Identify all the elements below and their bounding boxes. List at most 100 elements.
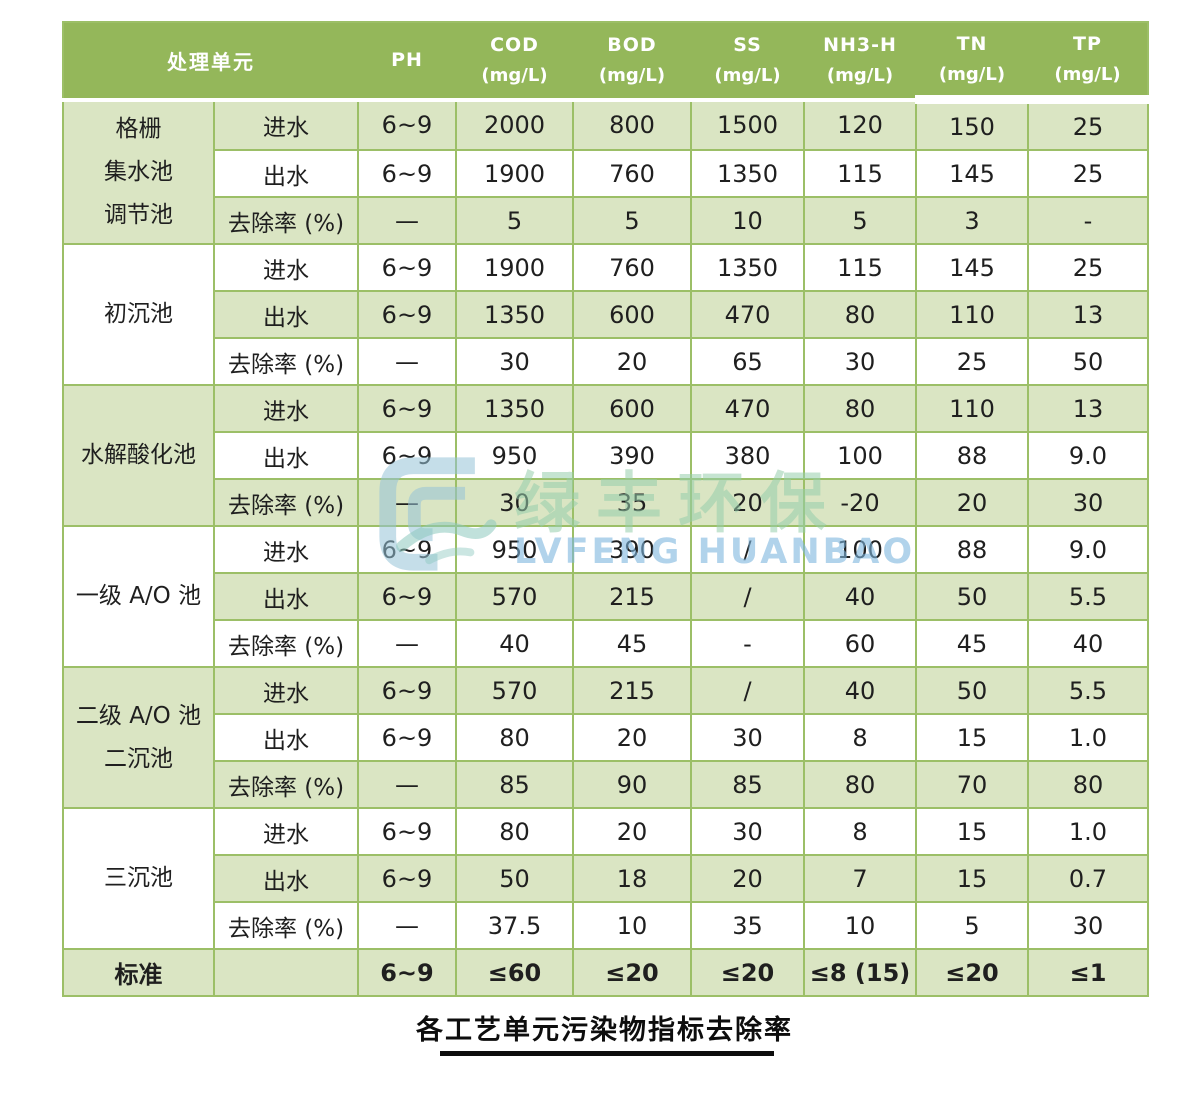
value-cell: 20 [572, 713, 692, 762]
group-label-cell: 格栅 集水池 调节池 [62, 98, 215, 245]
value-cell: 390 [572, 431, 692, 480]
value-cell: 6~9 [357, 807, 457, 856]
value-cell: 600 [572, 384, 692, 433]
value-cell: 25 [1027, 243, 1149, 292]
table-row: 出水 6~9 1900 760 1350 115 145 25 [63, 149, 1149, 198]
value-cell: 80 [455, 713, 574, 762]
value-cell: 30 [690, 713, 805, 762]
value-cell: 9.0 [1027, 525, 1149, 574]
column-name: BOD [607, 34, 657, 57]
value-cell: 6~9 [357, 572, 457, 621]
value-cell: 85 [455, 760, 574, 809]
column-name: SS [733, 34, 762, 57]
row-type-cell: 出水 [213, 713, 359, 762]
value-cell: / [690, 572, 805, 621]
value-cell: 20 [690, 478, 805, 527]
table-row: 去除率 (%) —85 90 85 80 70 80 [63, 760, 1149, 809]
value-cell: 6~9 [357, 431, 457, 480]
value-cell: 1900 [455, 149, 574, 198]
value-cell: 6~9 [357, 149, 457, 198]
row-type-cell: 进水 [213, 384, 359, 433]
value-cell: — [357, 619, 457, 668]
column-header-wrap: COD (mg/L) [456, 23, 573, 98]
group-label-cell: 三沉池 [62, 807, 215, 950]
value-cell: 6~9 [357, 384, 457, 433]
value-cell: 120 [803, 98, 917, 151]
value-cell: — [357, 196, 457, 245]
value-cell: 25 [915, 337, 1029, 386]
treatment-table-wrap: 处理单元 PH COD (mg/L) BOD (mg/L) SS (mg/L) NH3-H (mg… [62, 21, 1149, 997]
row-type-cell: 出水 [213, 572, 359, 621]
column-header-cod: COD (mg/L) [456, 22, 573, 102]
value-cell: 15 [915, 713, 1029, 762]
table-row: 去除率 (%) —30 35 20 -20 20 30 [63, 478, 1149, 527]
row-type-cell: 出水 [213, 149, 359, 198]
value-cell: 150 [915, 98, 1029, 151]
value-cell: / [690, 525, 805, 574]
value-cell: 5 [572, 196, 692, 245]
value-cell: 8 [803, 807, 917, 856]
table-row: 去除率 (%) —37.5 10 35 10 5 30 [63, 901, 1149, 950]
value-cell: 25 [1027, 98, 1149, 151]
value-cell: 13 [1027, 290, 1149, 339]
column-name: TN [956, 33, 988, 55]
column-header-wrap: TN (mg/L) [916, 23, 1028, 95]
group-label-cell: 一级 A/O 池 [62, 525, 215, 668]
row-type-cell: 去除率 (%) [213, 901, 359, 950]
value-cell: 6~9 [357, 525, 457, 574]
value-cell: 115 [803, 149, 917, 198]
value-cell: 37.5 [455, 901, 574, 950]
column-unit: (mg/L) [938, 64, 1006, 85]
table-row: 二级 A/O 池 二沉池 进水 6~9 570 215/40 50 5.5 [62, 666, 1149, 809]
column-unit: (mg/L) [1054, 64, 1121, 85]
column-unit: (mg/L) [598, 65, 666, 87]
value-cell: 950 [455, 431, 574, 480]
value-cell: 50 [915, 666, 1029, 715]
value-cell: 1.0 [1027, 713, 1149, 762]
value-cell: 88 [915, 525, 1029, 574]
value-cell: 13 [1027, 384, 1149, 433]
row-type-cell: 进水 [213, 807, 359, 856]
value-cell: 5 [915, 901, 1029, 950]
column-header-wrap: NH3-H (mg/L) [804, 23, 916, 98]
value-cell: 380 [690, 431, 805, 480]
table-row: 出水 6~9 50 18 20 7 15 0.7 [63, 854, 1149, 903]
value-cell: 90 [572, 760, 692, 809]
value-cell: 3 [915, 196, 1029, 245]
value-cell: 25 [1027, 149, 1149, 198]
table-row: 去除率 (%) —5 5 10 5 3- [63, 196, 1149, 245]
column-unit: (mg/L) [826, 65, 894, 87]
column-name: NH3-H [823, 34, 897, 57]
value-cell: 40 [803, 572, 917, 621]
value-cell: 1350 [690, 243, 805, 292]
table-row: 出水 6~9 570 215/40 50 5.5 [63, 572, 1149, 621]
column-unit: (mg/L) [714, 65, 781, 87]
value-cell: ≤1 [1027, 948, 1149, 997]
value-cell: 6~9 [357, 243, 457, 292]
value-cell: 6~9 [357, 854, 457, 903]
row-type-cell: 进水 [213, 666, 359, 715]
value-cell: 470 [690, 290, 805, 339]
value-cell: 40 [1027, 619, 1149, 668]
value-cell: 110 [915, 290, 1029, 339]
value-cell: 760 [572, 243, 692, 292]
treatment-table-body: 处理单元 PH COD (mg/L) BOD (mg/L) SS (mg/L) NH3-H (mg… [62, 22, 1149, 997]
value-cell: 80 [803, 760, 917, 809]
value-cell: 70 [915, 760, 1029, 809]
value-cell: 470 [690, 384, 805, 433]
column-header-tn: TN (mg/L) [916, 22, 1028, 104]
value-cell: — [357, 901, 457, 950]
value-cell: 15 [915, 854, 1029, 903]
value-cell: 80 [803, 290, 917, 339]
value-cell: 1350 [455, 290, 574, 339]
value-cell: 10 [803, 901, 917, 950]
value-cell: 1350 [690, 149, 805, 198]
group-label-cell: 水解酸化池 [62, 384, 215, 527]
value-cell: 5 [455, 196, 574, 245]
table-row: 出水 6~9 1350 600 470 80 110 13 [63, 290, 1149, 339]
row-type-cell: 去除率 (%) [213, 337, 359, 386]
value-cell: 145 [915, 149, 1029, 198]
value-cell: 35 [690, 901, 805, 950]
caption-underline [440, 1051, 774, 1056]
column-unit: (mg/L) [481, 65, 548, 87]
